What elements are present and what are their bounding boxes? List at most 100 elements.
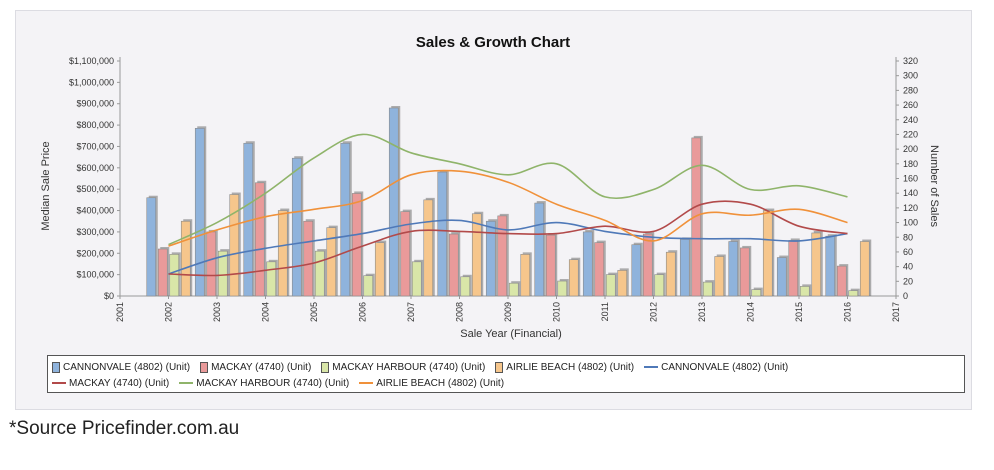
y-tick-label: $1,100,000 bbox=[69, 56, 114, 66]
x-tick-label: 2009 bbox=[503, 302, 513, 322]
bar bbox=[520, 254, 531, 297]
bar bbox=[423, 199, 434, 297]
y2-tick-label: 80 bbox=[903, 232, 913, 242]
bar bbox=[751, 289, 762, 297]
chart-title: Sales & Growth Chart bbox=[416, 34, 570, 51]
x-tick-label: 2012 bbox=[649, 302, 659, 322]
x-tick-label: 2013 bbox=[697, 302, 707, 322]
source-note: *Source Pricefinder.com.au bbox=[9, 418, 240, 439]
y2-tick-label: 120 bbox=[903, 203, 918, 213]
bar bbox=[374, 242, 385, 297]
y2-tick-label: 20 bbox=[903, 276, 913, 286]
legend-swatch bbox=[359, 382, 374, 384]
y-tick-label: $1,000,000 bbox=[69, 77, 114, 87]
x-tick-label: 2017 bbox=[891, 302, 901, 322]
bar bbox=[314, 250, 325, 297]
y-tick-label: $0 bbox=[104, 291, 114, 301]
bar bbox=[363, 275, 374, 297]
y-tick-label: $500,000 bbox=[76, 184, 114, 194]
x-tick-label: 2003 bbox=[212, 302, 222, 322]
bar bbox=[665, 251, 676, 297]
bar bbox=[206, 231, 217, 297]
x-tick-label: 2010 bbox=[552, 302, 562, 322]
bar bbox=[642, 233, 653, 297]
bar bbox=[411, 261, 422, 297]
y2-tick-label: 200 bbox=[903, 144, 918, 154]
y-tick-label: $700,000 bbox=[76, 141, 114, 151]
y2-tick-label: 220 bbox=[903, 129, 918, 139]
bar bbox=[266, 261, 277, 297]
bar bbox=[351, 193, 362, 297]
legend-row: MACKAY (4740) (Unit) MACKAY HARBOUR (474… bbox=[52, 375, 960, 391]
y2-tick-label: 260 bbox=[903, 100, 918, 110]
x-tick-label: 2015 bbox=[794, 302, 804, 322]
bar bbox=[194, 127, 205, 297]
bar bbox=[340, 142, 351, 297]
plot-area: $0 $100,000 $200,000 $300,000 $400,000 $500,0… bbox=[69, 56, 918, 322]
bar bbox=[594, 242, 605, 297]
x-axis-label: Sale Year (Financial) bbox=[460, 328, 562, 340]
y-axis-label: Median Sale Price bbox=[40, 141, 52, 230]
bar bbox=[679, 239, 690, 297]
bar bbox=[254, 182, 265, 297]
bar bbox=[702, 281, 713, 297]
bar bbox=[776, 257, 787, 297]
bar bbox=[654, 274, 665, 297]
y2-tick-label: 140 bbox=[903, 188, 918, 198]
bar bbox=[545, 234, 556, 297]
y2-tick-label: 280 bbox=[903, 85, 918, 95]
bar bbox=[836, 265, 847, 297]
bar bbox=[437, 171, 448, 297]
bar bbox=[180, 220, 191, 297]
y2-tick-label: 240 bbox=[903, 115, 918, 125]
y2-tick-label: 180 bbox=[903, 159, 918, 169]
bar bbox=[799, 286, 810, 297]
bar bbox=[631, 244, 642, 297]
y-tick-label: $200,000 bbox=[76, 248, 114, 258]
legend-label: MACKAY (4740) (Unit) bbox=[211, 361, 312, 373]
x-tick-label: 2014 bbox=[746, 302, 756, 322]
legend-item-bar: CANNONVALE (4802) (Unit) bbox=[52, 361, 191, 373]
bar bbox=[582, 231, 593, 297]
x-tick-label: 2011 bbox=[600, 302, 610, 321]
x-tick-label: 2005 bbox=[309, 302, 319, 322]
legend-label: CANNONVALE (4802) (Unit) bbox=[661, 361, 789, 373]
bar bbox=[497, 215, 508, 297]
y-tick-label: $900,000 bbox=[76, 99, 114, 109]
bar bbox=[848, 290, 859, 297]
legend-label: MACKAY (4740) (Unit) bbox=[69, 377, 170, 389]
bar bbox=[485, 220, 496, 297]
chart-legend: CANNONVALE (4802) (Unit) MACKAY (4740) (… bbox=[47, 355, 965, 393]
legend-item-line: MACKAY (4740) (Unit) bbox=[52, 378, 169, 389]
legend-label: AIRLIE BEACH (4802) (Unit) bbox=[506, 361, 635, 373]
bar bbox=[825, 235, 836, 297]
legend-item-line: AIRLIE BEACH (4802) (Unit) bbox=[359, 378, 504, 389]
y2-axis-label: Number of Sales bbox=[928, 145, 940, 227]
y2-tick-label: 300 bbox=[903, 71, 918, 81]
y-tick-label: $800,000 bbox=[76, 120, 114, 130]
legend-item-bar: MACKAY HARBOUR (4740) (Unit) bbox=[321, 361, 485, 373]
legend-swatch bbox=[495, 361, 504, 373]
legend-swatch bbox=[200, 361, 209, 373]
x-tick-label: 2006 bbox=[358, 302, 368, 322]
bar bbox=[388, 107, 399, 297]
bar bbox=[291, 157, 302, 297]
series-line bbox=[168, 169, 848, 247]
bar bbox=[146, 197, 157, 297]
y-tick-label: $100,000 bbox=[76, 270, 114, 280]
bar bbox=[277, 210, 288, 297]
legend-swatch bbox=[321, 361, 330, 373]
legend-swatch bbox=[179, 382, 194, 384]
legend-label: CANNONVALE (4802) (Unit) bbox=[63, 361, 191, 373]
legend-label: MACKAY HARBOUR (4740) (Unit) bbox=[196, 377, 350, 389]
bar bbox=[762, 210, 773, 297]
legend-item-bar: MACKAY (4740) (Unit) bbox=[200, 361, 312, 373]
bar bbox=[157, 248, 168, 297]
series-line bbox=[168, 133, 848, 246]
y-tick-label: $600,000 bbox=[76, 163, 114, 173]
y2-tick-label: 40 bbox=[903, 262, 913, 272]
chart-svg: Sales & Growth Chart $0 $100,000 $200,000 $… bbox=[40, 34, 940, 340]
bar bbox=[728, 241, 739, 297]
bar bbox=[788, 240, 799, 297]
x-tick-label: 2002 bbox=[164, 302, 174, 322]
